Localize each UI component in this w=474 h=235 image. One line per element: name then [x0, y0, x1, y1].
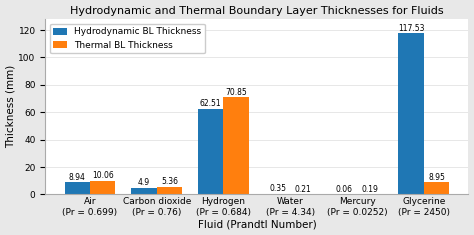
Text: 4.9: 4.9 — [138, 178, 150, 187]
Bar — [90, 181, 115, 195]
Text: 0.21: 0.21 — [294, 184, 311, 193]
Bar — [157, 187, 182, 195]
Bar — [64, 182, 90, 195]
Text: 62.51: 62.51 — [200, 99, 222, 108]
Text: 0.19: 0.19 — [361, 184, 378, 194]
Title: Hydrodynamic and Thermal Boundary Layer Thicknesses for Fluids: Hydrodynamic and Thermal Boundary Layer … — [70, 6, 444, 16]
Bar — [399, 33, 424, 195]
X-axis label: Fluid (Prandtl Number): Fluid (Prandtl Number) — [198, 219, 316, 229]
Bar — [357, 194, 383, 195]
Y-axis label: Thickness (mm): Thickness (mm) — [6, 65, 16, 149]
Bar — [131, 188, 157, 195]
Text: 0.06: 0.06 — [336, 185, 353, 194]
Text: 5.36: 5.36 — [161, 177, 178, 186]
Text: 8.95: 8.95 — [428, 172, 445, 182]
Text: 70.85: 70.85 — [225, 88, 247, 97]
Bar — [223, 98, 249, 195]
Text: 117.53: 117.53 — [398, 24, 424, 33]
Bar — [265, 194, 290, 195]
Legend: Hydrodynamic BL Thickness, Thermal BL Thickness: Hydrodynamic BL Thickness, Thermal BL Th… — [50, 24, 205, 53]
Bar — [198, 109, 223, 195]
Text: 0.35: 0.35 — [269, 184, 286, 193]
Text: 10.06: 10.06 — [92, 171, 113, 180]
Bar — [290, 194, 316, 195]
Text: 8.94: 8.94 — [69, 172, 86, 182]
Bar — [424, 182, 449, 195]
